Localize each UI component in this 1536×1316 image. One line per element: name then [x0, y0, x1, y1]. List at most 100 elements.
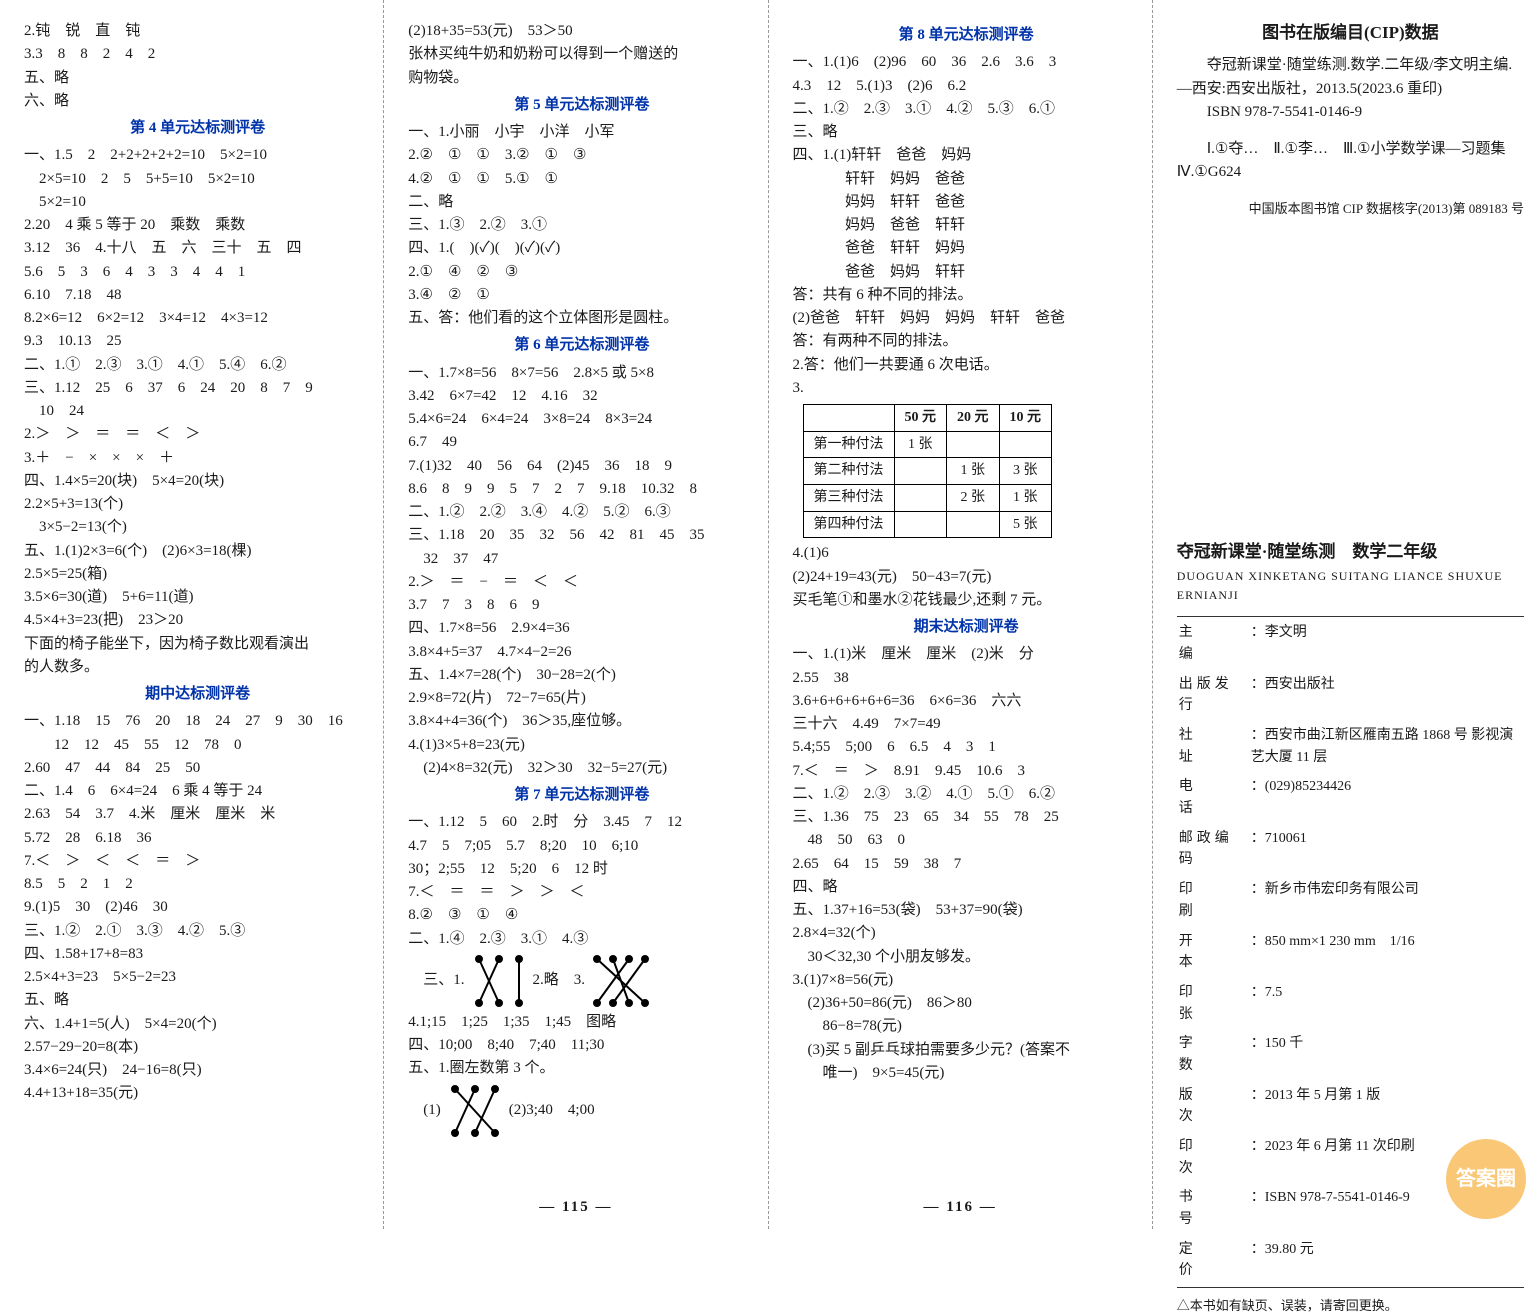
table-cell: 书 号 [1179, 1184, 1249, 1233]
c1-l10: 5.6 5 3 6 4 3 3 4 4 1 [24, 261, 371, 284]
table-cell: 第二种付法 [803, 458, 894, 485]
cip-block: 图书在版编目(CIP)数据 夺冠新课堂·随堂练测.数学.二年级/李文明主编.—西… [1177, 20, 1524, 219]
c2-l15: 5.4×6=24 6×4=24 3×8=24 8×3=24 [408, 408, 755, 431]
c1-l11: 6.10 7.18 48 [24, 284, 371, 307]
c1-l19: 四、1.4×5=20(块) 5×4=20(块) [24, 470, 371, 493]
table-cell [947, 431, 1000, 458]
c1-l14: 二、1.① 2.③ 3.① 4.① 5.④ 6.② [24, 354, 371, 377]
c3-l20: 2.55 38 [793, 667, 1140, 690]
paytab-h0 [803, 405, 894, 432]
c3-l09: 爸爸 轩轩 妈妈 [793, 237, 1140, 260]
c1-h2: 期中达标测评卷 [24, 683, 371, 706]
c2-l06: 4.② ① ① 5.① ① [408, 168, 755, 191]
c1-l26: 下面的椅子能坐下，因为椅子数比观看演出 [24, 633, 371, 656]
c2-l27: 2.9×8=72(片) 72−7=65(片) [408, 687, 755, 710]
table-cell: ：西安出版社 [1251, 671, 1522, 720]
c2-l12: 五、答：他们看的这个立体图形是圆柱。 [408, 307, 755, 330]
cross-match-2-icon [589, 951, 649, 1011]
c2-l13: 一、1.7×8=56 8×7=56 2.8×5 或 5×8 [408, 362, 755, 385]
c1-l08: 2.20 4 乘 5 等于 20 乘数 乘数 [24, 214, 371, 237]
c1-l03: 五、略 [24, 67, 371, 90]
c1-l37: 三、1.② 2.① 3.③ 4.② 5.③ [24, 920, 371, 943]
c2-l23: 3.7 7 3 8 6 9 [408, 594, 755, 617]
c3-l17: (2)24+19=43(元) 50−43=7(元) [793, 566, 1140, 589]
table-cell: ：850 mm×1 230 mm 1/16 [1251, 928, 1522, 977]
column-1: 2.钝 锐 直 钝 3.3 8 8 2 4 2 五、略 六、略 第 4 单元达标… [0, 0, 383, 1229]
c2-l04: 一、1.小丽 小宇 小洋 小军 [408, 121, 755, 144]
c1-l12: 8.2×6=12 6×2=12 3×4=12 4×3=12 [24, 307, 371, 330]
c3-l24: 7.＜ ＝ ＞ 8.91 9.45 10.6 3 [793, 760, 1140, 783]
table-cell: ：2013 年 5 月第 1 版 [1251, 1082, 1522, 1131]
c2-l37: 三、1. [423, 969, 464, 992]
c1-l39: 2.5×4+3=23 5×5−2=23 [24, 966, 371, 989]
c1-l01: 2.钝 锐 直 钝 [24, 20, 371, 43]
c3-l10: 爸爸 妈妈 轩轩 [793, 261, 1140, 284]
cip-p3: Ⅰ.①夺… Ⅱ.①李… Ⅲ.①小学数学课—习题集 Ⅳ.①G624 [1177, 138, 1524, 185]
c1-l18: 3.＋ − × × × ＋ [24, 447, 371, 470]
c2-l16: 6.7 49 [408, 431, 755, 454]
cip-p2: ISBN 978-7-5541-0146-9 [1177, 101, 1524, 124]
c2-l14: 3.42 6×7=42 12 4.16 32 [408, 385, 755, 408]
c3-l28: 2.65 64 15 59 38 7 [793, 853, 1140, 876]
c3-l27: 48 50 63 0 [793, 829, 1140, 852]
table-cell: ：(029)85234426 [1251, 773, 1522, 822]
c2-l28: 3.8×4+4=36(个) 36＞35,座位够。 [408, 710, 755, 733]
c1-l25: 4.5×4+3=23(把) 23＞20 [24, 609, 371, 632]
c1-l27: 的人数多。 [24, 656, 371, 679]
table-cell: ：710061 [1251, 825, 1522, 874]
c2-l25: 3.8×4+5=37 4.7×4−2=26 [408, 641, 755, 664]
c2-l21: 32 37 47 [408, 548, 755, 571]
c1-l38: 四、1.58+17+8=83 [24, 943, 371, 966]
c1-l15: 三、1.12 25 6 37 6 24 20 8 7 9 [24, 377, 371, 400]
c3-l13: 答：有两种不同的排法。 [793, 330, 1140, 353]
page-num-left: — 115 — [539, 1196, 612, 1219]
table-cell: 3 张 [999, 458, 1052, 485]
c1-l02: 3.3 8 8 2 4 2 [24, 43, 371, 66]
c2-l31: 一、1.12 5 60 2.时 分 3.45 7 12 [408, 811, 755, 834]
c2-l03: 购物袋。 [408, 67, 755, 90]
c1-l31: 二、1.4 6 6×4=24 6 乘 4 等于 24 [24, 780, 371, 803]
c3-l22: 三十六 4.49 7×7=49 [793, 713, 1140, 736]
c2-l37b: 2.略 3. [533, 969, 586, 992]
c1-l06: 2×5=10 2 5 5+5=10 5×2=10 [24, 168, 371, 191]
table-cell: 字 数 [1179, 1030, 1249, 1079]
c2-l41row: (1) (2)3;40 4;00 [408, 1081, 755, 1141]
table-cell: 定 价 [1179, 1236, 1249, 1285]
table-cell: 印 张 [1179, 979, 1249, 1028]
book-title-py: DUOGUAN XINKETANG SUITANG LIANCE SHUXUE … [1177, 567, 1524, 604]
c3-l18: 买毛笔①和墨水②花钱最少,还剩 7 元。 [793, 589, 1140, 612]
c3-l21: 3.6+6+6+6+6+6=36 6×6=36 六六 [793, 690, 1140, 713]
c3-l15: 3. [793, 377, 1140, 400]
c2-l17: 7.(1)32 40 56 64 (2)45 36 18 9 [408, 455, 755, 478]
c3-l12: (2)爸爸 轩轩 妈妈 妈妈 轩轩 爸爸 [793, 307, 1140, 330]
c1-l43: 3.4×6=24(只) 24−16=8(只) [24, 1059, 371, 1082]
table-cell: 1 张 [947, 458, 1000, 485]
c3-l25: 二、1.② 2.③ 3.② 4.① 5.① 6.② [793, 783, 1140, 806]
c2-h2: 第 6 单元达标测评卷 [408, 334, 755, 357]
c2-l07: 二、略 [408, 191, 755, 214]
c3-l19: 一、1.(1)米 厘米 厘米 (2)米 分 [793, 643, 1140, 666]
c2-l34: 7.＜ ＝ ＝ ＞ ＞ ＜ [408, 881, 755, 904]
c3-l31: 2.8×4=32(个) [793, 922, 1140, 945]
c3-l08: 妈妈 爸爸 轩轩 [793, 214, 1140, 237]
table-cell [999, 431, 1052, 458]
c1-l22: 五、1.(1)2×3=6(个) (2)6×3=18(棵) [24, 540, 371, 563]
table-cell: 1 张 [999, 485, 1052, 512]
c1-l21: 3×5−2=13(个) [24, 516, 371, 539]
table-cell: 第三种付法 [803, 485, 894, 512]
table-cell: 主 编 [1179, 619, 1249, 668]
c2-l36: 二、1.④ 2.③ 3.① 4.③ [408, 928, 755, 951]
table-cell: 开 本 [1179, 928, 1249, 977]
book-title-cn: 夺冠新课堂·随堂练测 数学二年级 [1177, 539, 1524, 565]
c2-l05: 2.② ① ① 3.② ① ③ [408, 144, 755, 167]
table-cell: ：新乡市伟宏印务有限公司 [1251, 876, 1522, 925]
c1-l05: 一、1.5 2 2+2+2+2+2=10 5×2=10 [24, 144, 371, 167]
table-cell: 5 张 [999, 511, 1052, 538]
c2-l19: 二、1.② 2.② 3.④ 4.② 5.② 6.③ [408, 501, 755, 524]
c3-l16: 4.(1)6 [793, 542, 1140, 565]
table-cell: 电 话 [1179, 773, 1249, 822]
c3-l14: 2.答：他们一共要通 6 次电话。 [793, 354, 1140, 377]
table-cell [947, 511, 1000, 538]
c3-l34: (2)36+50=86(元) 86＞80 [793, 992, 1140, 1015]
c1-l28: 一、1.18 15 76 20 18 24 27 9 30 16 [24, 710, 371, 733]
